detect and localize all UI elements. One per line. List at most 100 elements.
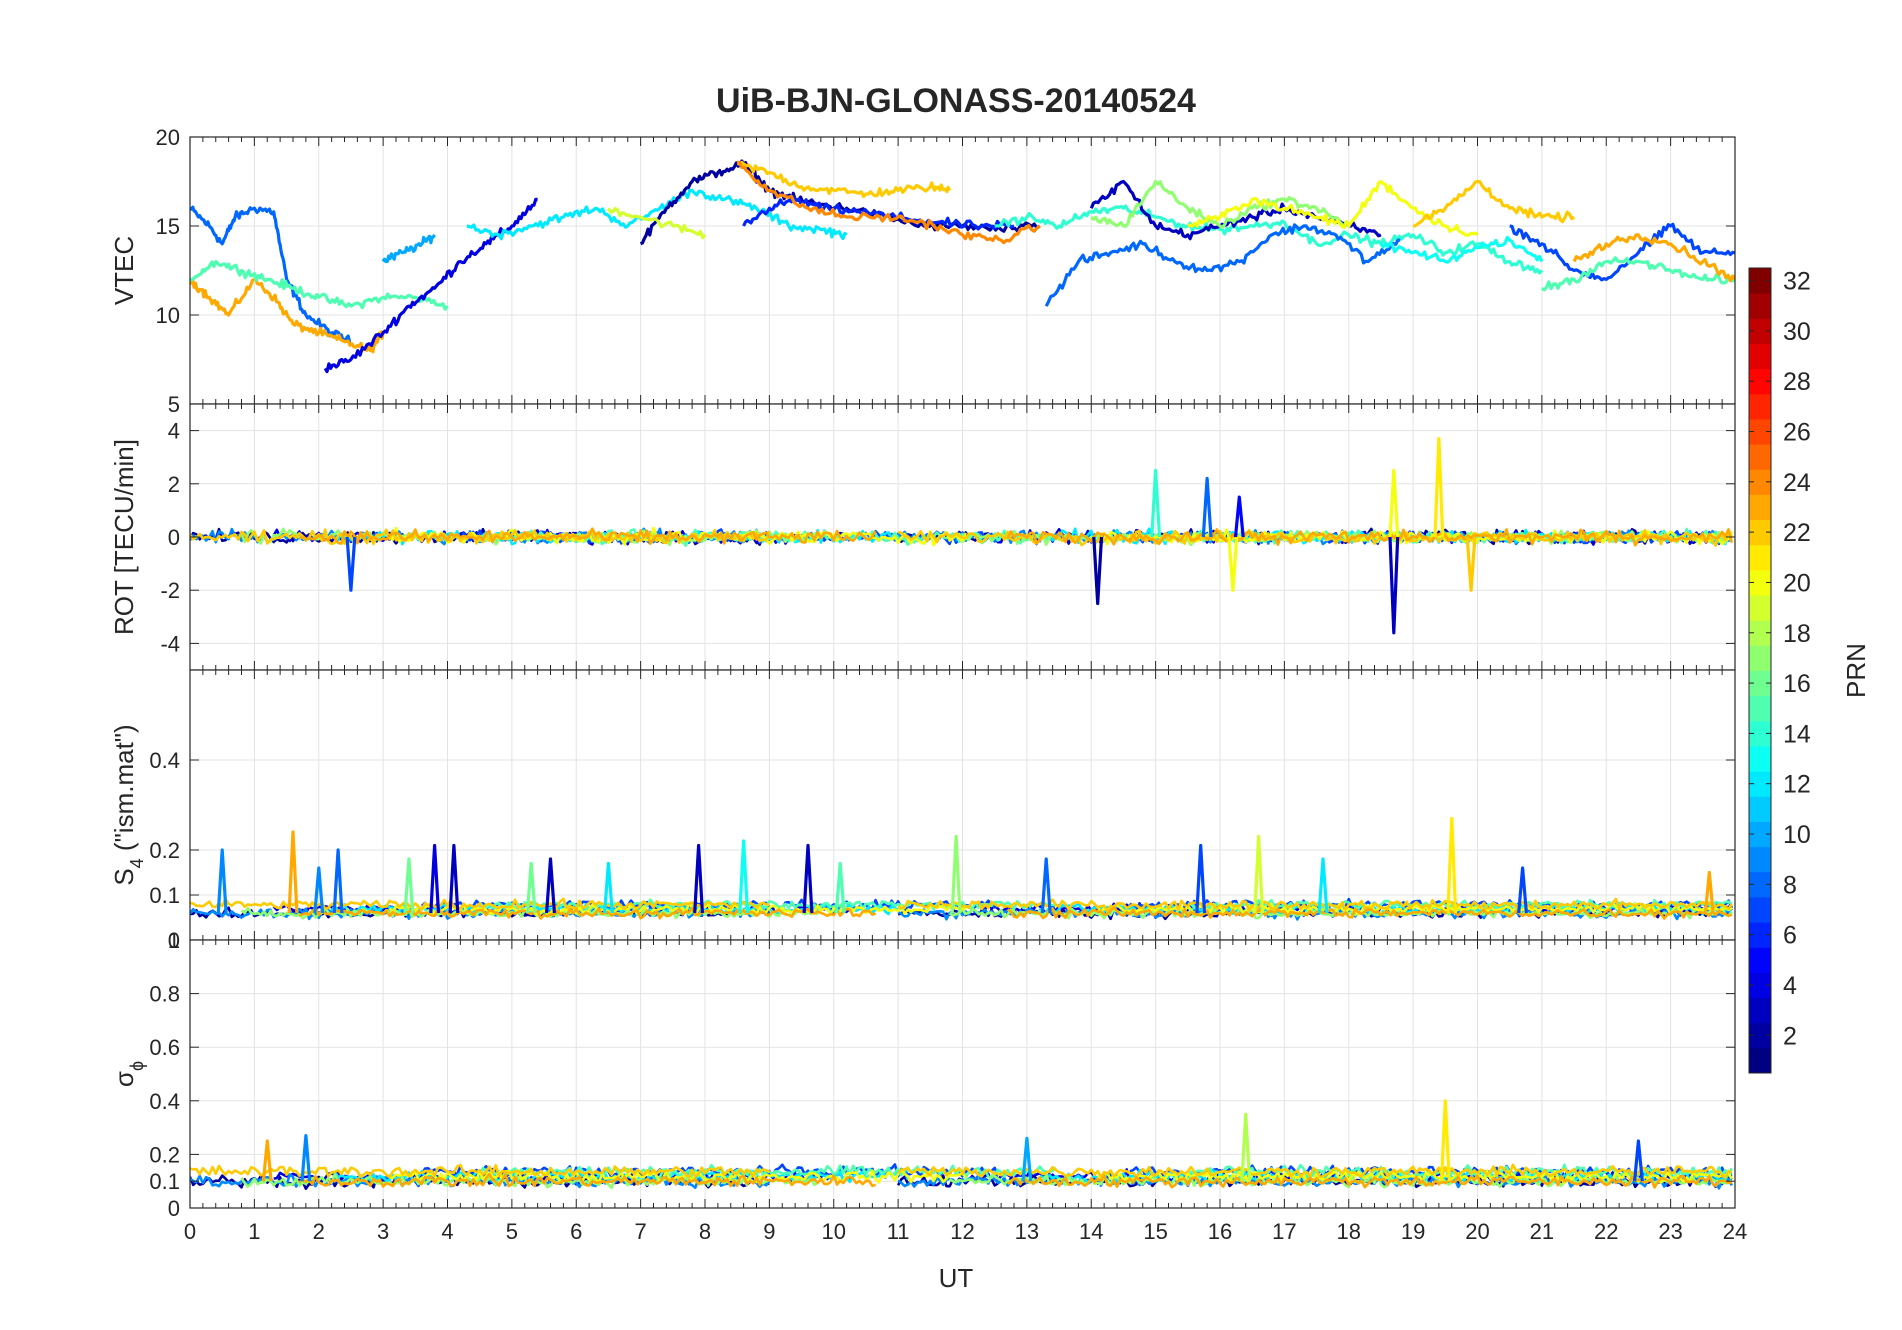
y-tick-label: 2	[168, 472, 180, 497]
rot-spike	[1388, 536, 1400, 635]
sigma_phi-spike	[300, 1134, 312, 1182]
colorbar-segment	[1749, 620, 1771, 646]
x-axis-label: UT	[939, 1263, 974, 1293]
x-tick-label: 7	[635, 1219, 647, 1244]
s4-spike	[525, 861, 537, 914]
s4-spike	[216, 848, 228, 914]
sigma_phi-trace-prn-22	[190, 1163, 771, 1179]
x-tick-label: 20	[1465, 1219, 1489, 1244]
colorbar-segment	[1749, 595, 1771, 621]
y-tick-label: -4	[160, 631, 180, 656]
colorbar-label: PRN	[1841, 643, 1871, 698]
vtec-series-prn-8	[1044, 223, 1401, 307]
series-group	[190, 437, 1734, 635]
colorbar-segment	[1749, 393, 1771, 420]
panel-vtec: 5 10 15 20 VTEC	[109, 125, 1736, 417]
sigma_phi-spike	[1021, 1136, 1033, 1182]
x-tick-label: 6	[570, 1219, 582, 1244]
colorbar-tick-label: 6	[1783, 922, 1797, 950]
sigma_phi-spike	[1633, 1139, 1644, 1182]
s4-trace-prn-23	[1006, 906, 1733, 920]
series-group	[190, 816, 1733, 921]
colorbar-segment	[1749, 871, 1771, 898]
colorbar-tick-label: 24	[1783, 469, 1811, 497]
y-tick-label: 0.2	[149, 838, 180, 863]
x-tick-label: 17	[1272, 1219, 1296, 1244]
s4-trace-prn-22	[190, 897, 770, 911]
x-tick-label: 5	[506, 1219, 518, 1244]
y-tick-label: 0	[168, 928, 180, 953]
s4-spike	[1317, 857, 1329, 914]
colorbar-segment	[1749, 1022, 1771, 1049]
rot-spike	[1233, 495, 1245, 538]
x-tick-label: 10	[822, 1219, 846, 1244]
y-label-main: σ	[109, 1071, 139, 1087]
x-tick-label: 11	[887, 1219, 910, 1244]
sigma_phi-spike	[261, 1139, 273, 1182]
colorbar-segment	[1749, 544, 1771, 571]
colorbar-tick-label: 32	[1783, 268, 1811, 296]
rot-trace-prn-23	[1006, 528, 1734, 547]
x-tick-label: 19	[1401, 1219, 1425, 1244]
y-tick-label: 4	[168, 419, 180, 444]
x-tick-label: 16	[1208, 1219, 1232, 1244]
colorbar-segment	[1749, 896, 1771, 923]
colorbar-tick-label: 2	[1783, 1022, 1797, 1050]
colorbar-tick-label: 28	[1783, 368, 1811, 396]
s4-spike	[332, 848, 344, 914]
s4-spike	[1040, 857, 1052, 914]
y-tick-label: 0.4	[149, 1089, 180, 1114]
colorbar-segment	[1749, 745, 1771, 772]
vtec-series-prn-17	[1090, 179, 1351, 229]
s4-spike	[802, 843, 814, 914]
colorbar-segment	[1749, 519, 1771, 546]
x-tick-label: 18	[1337, 1219, 1361, 1244]
colorbar-segment	[1749, 645, 1771, 671]
vtec-series-prn-22	[737, 160, 952, 199]
colorbar-tick-label: 16	[1783, 670, 1811, 698]
s4-trace-prn-22	[897, 897, 1733, 913]
rot-spike	[1201, 476, 1213, 538]
x-tick-label: 2	[313, 1219, 325, 1244]
colorbar-tick-label: 4	[1783, 972, 1797, 1000]
colorbar-segment	[1749, 720, 1771, 747]
y-label-subscript: ϕ	[127, 1061, 147, 1071]
y-label-subscript: 4	[127, 858, 147, 868]
colorbar-segment	[1749, 494, 1771, 521]
s4-spike	[429, 843, 441, 914]
y-tick-label: 0.2	[149, 1142, 180, 1167]
y-tick-label: 0.8	[149, 982, 180, 1007]
rot-spike	[1465, 536, 1477, 592]
s4-spike	[603, 861, 614, 914]
sigma_phi-trace-prn-23	[1007, 1174, 1733, 1189]
s4-spike	[1195, 843, 1207, 914]
panel-rot: -4 -2 0 2 4 ROT [TECU/min]	[109, 403, 1736, 671]
y-axis-label-vtec: VTEC	[109, 236, 139, 305]
s4-spike	[950, 834, 962, 914]
s4-spike	[693, 843, 704, 914]
colorbar-segment	[1749, 997, 1771, 1024]
x-tick-label: 24	[1723, 1219, 1747, 1244]
rot-trace-prn-23	[298, 527, 877, 545]
y-label-rest: ("ism.mat")	[109, 724, 139, 858]
y-tick-label: 0	[168, 1196, 180, 1221]
colorbar-segment	[1749, 268, 1771, 294]
sigma_phi-spike	[1240, 1112, 1252, 1182]
colorbar-tick-label: 8	[1783, 871, 1797, 899]
vtec-series-prn-10	[381, 234, 436, 264]
x-tick-label: 3	[377, 1219, 389, 1244]
s4-spike	[287, 830, 299, 914]
vtec-series-prn-15	[190, 260, 449, 311]
colorbar-tick-label: 22	[1783, 519, 1811, 547]
s4-spike	[1517, 866, 1528, 914]
colorbar-tick-label: 30	[1783, 318, 1811, 346]
x-tick-label: 22	[1594, 1219, 1618, 1244]
colorbar-segment	[1749, 796, 1771, 822]
y-tick-label: 5	[168, 392, 180, 417]
s4-spike	[1253, 834, 1265, 914]
vtec-series-prn-19	[607, 207, 707, 240]
vtec-series-prn-13	[1379, 235, 1544, 264]
vtec-series-prn-8	[190, 205, 352, 344]
